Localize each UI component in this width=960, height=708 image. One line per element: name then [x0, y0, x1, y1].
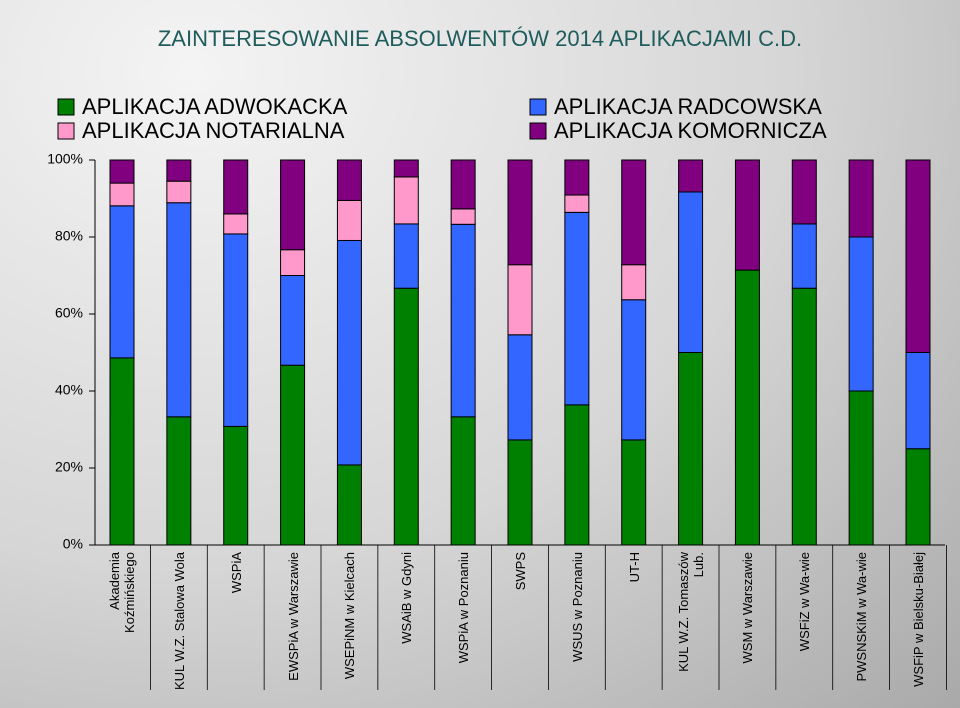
bar-segment — [621, 159, 647, 266]
bar-segment — [280, 159, 306, 251]
bar-segment — [166, 159, 192, 182]
x-tick-label: UT-H — [626, 552, 642, 583]
bar-segment — [166, 202, 192, 418]
bar-segment — [791, 159, 817, 225]
bar-segment — [791, 287, 817, 546]
legend-swatch — [529, 98, 547, 116]
x-tick-label: WSPiA w Poznaniu — [455, 552, 471, 664]
bar-segment — [393, 176, 419, 225]
bar-segment — [678, 191, 704, 353]
bar-segment — [280, 249, 306, 277]
bar-segment — [223, 425, 249, 546]
x-tick-label: WSFiP w Bielsku-Białej — [910, 552, 926, 687]
x-tick-label: SWPS — [512, 552, 528, 591]
x-tick-label: EWSPiA w Warszawie — [285, 552, 301, 681]
bar-segment — [564, 404, 590, 546]
x-tick-label: WSM w Warszawie — [739, 552, 755, 664]
bar-segment — [109, 182, 135, 207]
bar-segment — [223, 159, 249, 215]
legend-label: APLIKACJA NOTARIALNA — [82, 118, 345, 143]
bar-segment — [621, 439, 647, 546]
legend-label: APLIKACJA KOMORNICZA — [554, 118, 827, 143]
x-tick-label: Akademia Koźmińskiego — [107, 552, 137, 633]
bar-segment — [621, 299, 647, 441]
bar-segment — [336, 199, 362, 241]
legend-label: APLIKACJA RADCOWSKA — [554, 94, 822, 119]
x-tick-label: WSAiB w Gdyni — [398, 552, 414, 644]
x-tick-label: WSFiZ w Wa-wie — [796, 552, 812, 652]
bar-segment — [905, 352, 931, 450]
bar-segment — [280, 364, 306, 546]
bar-segment — [621, 264, 647, 301]
bar-segment — [507, 264, 533, 336]
x-tick-label: WSEPiNM w Kielcach — [341, 552, 357, 680]
bar-segment — [280, 275, 306, 366]
legend-swatch — [529, 122, 547, 140]
bar-segment — [450, 416, 476, 546]
bar-segment — [393, 159, 419, 178]
x-tick-label: KUL W.Z. Stalowa Wola — [171, 552, 187, 690]
bar-segment — [450, 223, 476, 418]
bar-segment — [734, 159, 760, 271]
bar-segment — [564, 159, 590, 196]
x-tick-label: WSUS w Poznaniu — [569, 552, 585, 662]
bar-segment — [336, 239, 362, 466]
bar-segment — [848, 159, 874, 238]
y-tick-label: 80% — [55, 228, 83, 244]
bar-segment — [791, 223, 817, 289]
legend-swatch — [57, 122, 75, 140]
bar-segment — [109, 159, 135, 184]
bar-segment — [450, 208, 476, 225]
bar-segment — [450, 159, 476, 210]
y-tick-label: 0% — [63, 536, 83, 552]
bar-segment — [109, 205, 135, 359]
bar-segment — [905, 159, 931, 353]
bar-segment — [678, 159, 704, 193]
bar-segment — [393, 287, 419, 546]
legend-swatch — [57, 98, 75, 116]
bar-segment — [109, 357, 135, 546]
legend-label: APLIKACJA ADWOKACKA — [82, 94, 348, 119]
x-tick-label: KUL W.Z. Tomaszów Lub. — [675, 552, 706, 672]
bar-segment — [393, 223, 419, 289]
bar-segment — [223, 213, 249, 235]
y-tick-label: 60% — [55, 305, 83, 321]
bar-segment — [507, 334, 533, 441]
bar-segment — [336, 464, 362, 546]
chart-title: ZAINTERESOWANIE ABSOLWENTÓW 2014 APLIKAC… — [158, 26, 802, 51]
bar-segment — [848, 390, 874, 546]
bar-segment — [848, 236, 874, 392]
bar-segment — [678, 352, 704, 546]
bar-segment — [734, 269, 760, 546]
bar-segment — [905, 448, 931, 546]
bar-segment — [564, 211, 590, 406]
bar-segment — [564, 194, 590, 213]
y-tick-label: 40% — [55, 382, 83, 398]
bar-segment — [166, 180, 192, 204]
y-tick-label: 100% — [47, 151, 83, 167]
bar-segment — [507, 439, 533, 546]
bar-segment — [223, 233, 249, 427]
x-tick-label: WSPiA — [228, 552, 244, 594]
y-tick-label: 20% — [55, 459, 83, 475]
bar-segment — [166, 416, 192, 546]
bar-segment — [507, 159, 533, 266]
bar-segment — [336, 159, 362, 201]
x-tick-label: PWSNSKiM w Wa-wie — [853, 552, 869, 682]
